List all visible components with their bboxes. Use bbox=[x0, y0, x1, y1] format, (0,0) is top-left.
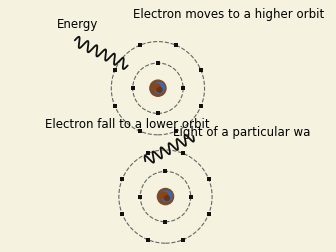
Circle shape bbox=[150, 80, 166, 96]
Text: Electron moves to a higher orbit: Electron moves to a higher orbit bbox=[133, 8, 324, 21]
Circle shape bbox=[154, 84, 161, 91]
Circle shape bbox=[154, 83, 164, 93]
Circle shape bbox=[165, 196, 169, 201]
Text: Energy: Energy bbox=[57, 18, 98, 31]
Circle shape bbox=[161, 191, 172, 201]
Text: Light of a particular wa: Light of a particular wa bbox=[173, 126, 310, 139]
Text: Electron fall to a lower orbit: Electron fall to a lower orbit bbox=[44, 118, 209, 132]
Circle shape bbox=[157, 188, 173, 205]
Circle shape bbox=[161, 192, 168, 199]
Circle shape bbox=[157, 87, 162, 92]
